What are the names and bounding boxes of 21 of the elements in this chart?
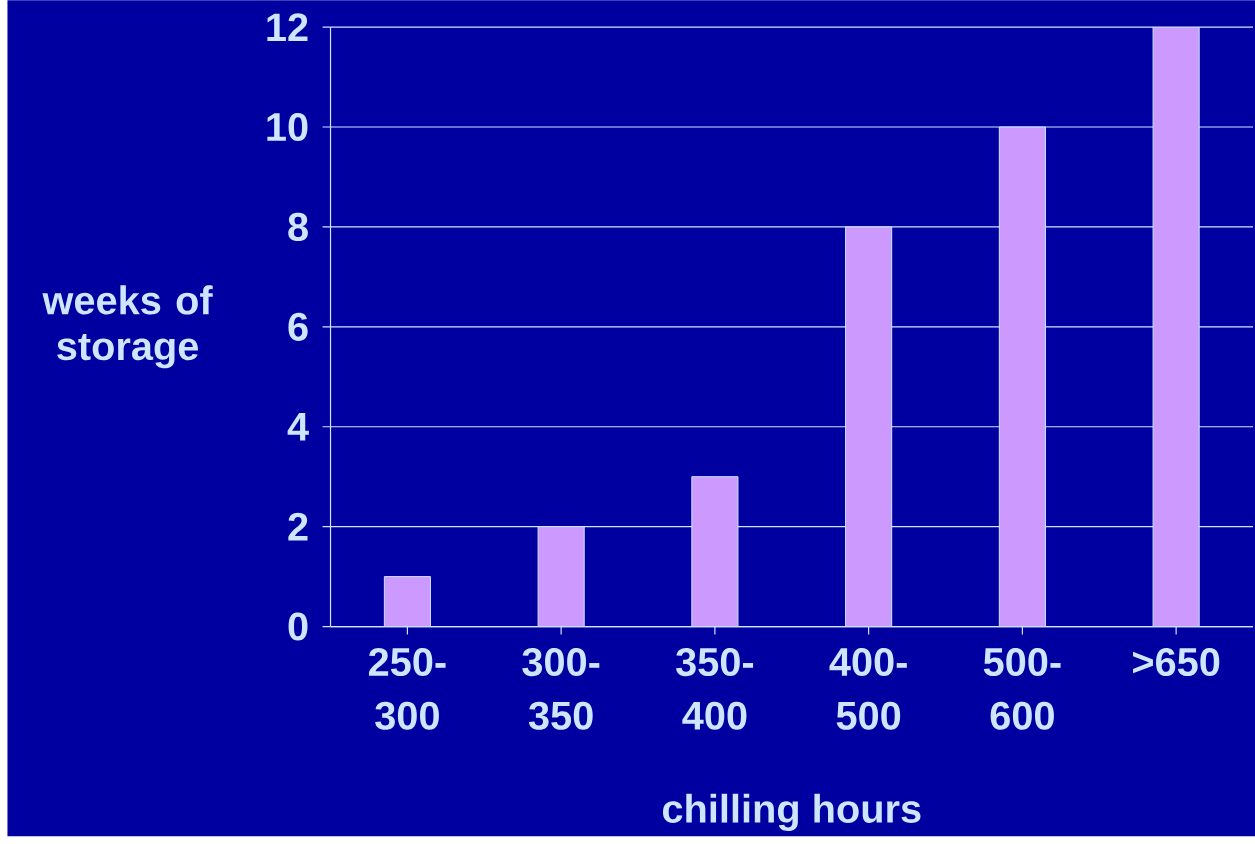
x-tick-label: 400-500 xyxy=(829,647,907,730)
y-tick-label: 0 xyxy=(288,612,308,641)
y-tick-label: 12 xyxy=(267,13,308,41)
x-tick-label: 300-350 xyxy=(522,647,600,730)
bar xyxy=(537,526,585,627)
y-tick-label: 2 xyxy=(288,512,308,541)
bar xyxy=(845,226,893,627)
x-tick-label: 250-300 xyxy=(368,647,446,730)
x-tick-label: 500-600 xyxy=(983,647,1061,730)
y-tick-label: 8 xyxy=(288,212,308,241)
bar xyxy=(998,126,1046,627)
bar xyxy=(1152,27,1200,627)
y-tick-label: 6 xyxy=(288,312,308,341)
y-axis-title: weeks of storage xyxy=(42,285,213,369)
x-tick-label: >650 xyxy=(1133,647,1220,676)
y-tick-label: 10 xyxy=(267,112,308,141)
y-tick-label: 4 xyxy=(287,412,309,441)
bar xyxy=(383,575,431,627)
x-axis-title: chilling hours xyxy=(662,793,921,831)
bar xyxy=(691,476,739,627)
x-tick-label: 350-400 xyxy=(676,647,754,730)
